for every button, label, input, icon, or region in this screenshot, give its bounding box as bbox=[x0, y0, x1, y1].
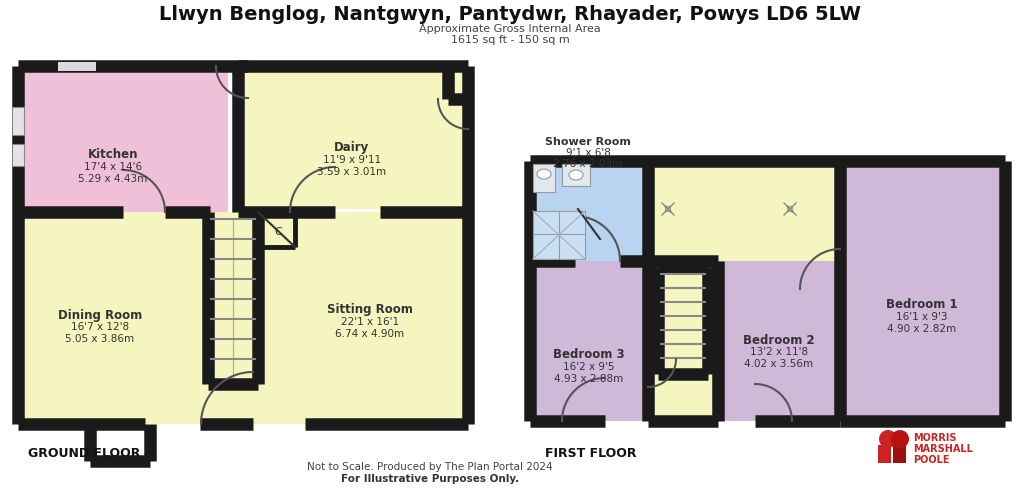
Text: 16'2 x 9'5: 16'2 x 9'5 bbox=[562, 361, 614, 371]
Bar bbox=[208, 214, 258, 382]
Text: 13'2 x 11'8: 13'2 x 11'8 bbox=[749, 346, 807, 356]
Ellipse shape bbox=[569, 171, 583, 181]
Circle shape bbox=[891, 430, 908, 448]
Text: For Illustrative Purposes Only.: For Illustrative Purposes Only. bbox=[340, 473, 519, 483]
Bar bbox=[561, 165, 589, 187]
Text: Bedroom 3: Bedroom 3 bbox=[552, 348, 625, 361]
Bar bbox=[840, 162, 1004, 421]
Bar bbox=[58, 63, 96, 72]
Bar bbox=[530, 162, 647, 262]
Bar bbox=[533, 165, 554, 192]
Text: Dining Room: Dining Room bbox=[58, 308, 142, 321]
Bar bbox=[530, 262, 647, 421]
Bar bbox=[892, 445, 905, 463]
Text: 6.74 x 4.90m: 6.74 x 4.90m bbox=[335, 328, 405, 338]
Circle shape bbox=[878, 430, 896, 448]
Text: Sitting Room: Sitting Room bbox=[327, 303, 413, 316]
Text: FIRST FLOOR: FIRST FLOOR bbox=[544, 446, 636, 459]
Text: Bedroom 2: Bedroom 2 bbox=[743, 333, 814, 346]
Text: Kitchen: Kitchen bbox=[88, 148, 139, 161]
Bar bbox=[533, 211, 585, 260]
Text: Shower Room: Shower Room bbox=[544, 137, 631, 147]
Text: GROUND FLOOR: GROUND FLOOR bbox=[28, 446, 141, 459]
Bar bbox=[530, 162, 1004, 421]
Text: 5.05 x 3.86m: 5.05 x 3.86m bbox=[65, 333, 135, 343]
Text: MARSHALL: MARSHALL bbox=[912, 443, 972, 453]
Bar bbox=[12, 108, 24, 136]
Text: 9'1 x 6'8: 9'1 x 6'8 bbox=[565, 148, 609, 158]
Text: Llwyn Benglog, Nantgwyn, Pantydwr, Rhayader, Powys LD6 5LW: Llwyn Benglog, Nantgwyn, Pantydwr, Rhaya… bbox=[159, 5, 860, 24]
Bar bbox=[18, 67, 228, 212]
Text: Bedroom 1: Bedroom 1 bbox=[886, 298, 957, 311]
Bar bbox=[12, 145, 24, 167]
Text: 3.59 x 3.01m: 3.59 x 3.01m bbox=[317, 167, 386, 177]
Text: 1615 sq ft - 150 sq m: 1615 sq ft - 150 sq m bbox=[450, 35, 569, 45]
Text: C: C bbox=[274, 226, 281, 236]
Bar bbox=[657, 268, 707, 374]
Text: 5.29 x 4.43m: 5.29 x 4.43m bbox=[78, 174, 148, 184]
Text: 4.90 x 2.82m: 4.90 x 2.82m bbox=[887, 323, 956, 333]
Text: POOLE: POOLE bbox=[912, 454, 949, 464]
Text: Not to Scale. Produced by The Plan Portal 2024: Not to Scale. Produced by The Plan Porta… bbox=[307, 461, 552, 471]
Bar bbox=[717, 262, 840, 421]
Bar bbox=[12, 108, 24, 136]
Text: 4.93 x 2.88m: 4.93 x 2.88m bbox=[554, 373, 623, 383]
Ellipse shape bbox=[536, 170, 550, 180]
Text: 11'9 x 9'11: 11'9 x 9'11 bbox=[323, 155, 381, 165]
Text: 16'7 x 12'8: 16'7 x 12'8 bbox=[71, 321, 129, 331]
Bar bbox=[18, 212, 468, 424]
Text: 4.02 x 3.56m: 4.02 x 3.56m bbox=[744, 358, 813, 368]
Text: 2.76 x 2.03m: 2.76 x 2.03m bbox=[553, 159, 622, 169]
Text: 22'1 x 16'1: 22'1 x 16'1 bbox=[340, 316, 398, 326]
Text: Approximate Gross Internal Area: Approximate Gross Internal Area bbox=[419, 24, 600, 34]
Text: 17'4 x 14'6: 17'4 x 14'6 bbox=[84, 162, 142, 172]
Text: 16'1 x 9'3: 16'1 x 9'3 bbox=[896, 312, 947, 321]
Bar bbox=[877, 445, 891, 463]
Text: MORRIS: MORRIS bbox=[912, 432, 956, 442]
Bar bbox=[237, 67, 463, 209]
Text: Dairy: Dairy bbox=[334, 141, 369, 154]
